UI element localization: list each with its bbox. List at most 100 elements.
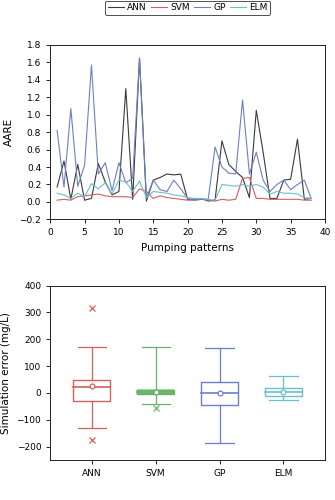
ELM — [254, 182, 258, 188]
GP — [82, 162, 86, 168]
ELM — [110, 191, 114, 197]
SVM — [227, 197, 231, 203]
ELM — [282, 190, 286, 196]
ELM — [192, 196, 196, 202]
ELM — [151, 188, 155, 194]
GP — [138, 55, 142, 61]
GP — [165, 188, 169, 194]
GP — [295, 182, 299, 188]
GP — [69, 106, 73, 112]
SVM — [103, 193, 107, 199]
GP — [103, 160, 107, 166]
ELM — [124, 179, 128, 185]
ELM — [89, 180, 93, 186]
ANN — [213, 197, 217, 203]
GP — [199, 196, 203, 202]
ANN — [117, 188, 121, 194]
GP — [234, 171, 238, 177]
GP — [309, 196, 313, 202]
GP — [186, 196, 190, 202]
ANN — [76, 162, 80, 168]
GP — [275, 182, 279, 188]
ELM — [206, 196, 210, 202]
ANN — [62, 158, 66, 164]
ELM — [309, 196, 313, 202]
ANN — [89, 196, 93, 202]
ANN — [96, 160, 100, 166]
GP — [282, 177, 286, 183]
ANN — [151, 177, 155, 183]
SVM — [192, 197, 196, 203]
SVM — [165, 194, 169, 200]
SVM — [172, 196, 176, 202]
SVM — [295, 196, 299, 202]
ANN — [261, 149, 265, 155]
SVM — [241, 176, 245, 182]
SVM — [138, 186, 142, 192]
SVM — [131, 194, 135, 200]
ANN — [275, 196, 279, 202]
ELM — [131, 188, 135, 194]
ANN — [206, 198, 210, 204]
Line: ELM: ELM — [57, 180, 311, 200]
ANN — [199, 196, 203, 202]
GP — [55, 128, 59, 134]
ANN — [103, 179, 107, 185]
SVM — [69, 197, 73, 203]
SVM — [199, 196, 203, 202]
GP — [172, 177, 176, 183]
SVM — [151, 196, 155, 202]
SVM — [117, 194, 121, 200]
SVM — [254, 196, 258, 202]
ELM — [62, 192, 66, 198]
ELM — [76, 190, 80, 196]
SVM — [76, 194, 80, 200]
SVM — [82, 193, 86, 199]
ANN — [268, 196, 272, 202]
ELM — [275, 188, 279, 194]
SVM — [247, 174, 251, 180]
ELM — [268, 191, 272, 197]
ANN — [82, 197, 86, 203]
SVM — [282, 196, 286, 202]
GP — [76, 183, 80, 189]
SVM — [206, 197, 210, 203]
ANN — [172, 172, 176, 178]
ELM — [213, 197, 217, 203]
ANN — [220, 138, 224, 144]
ANN — [295, 136, 299, 142]
ANN — [124, 86, 128, 91]
GP — [158, 186, 162, 192]
ELM — [247, 183, 251, 189]
GP — [124, 180, 128, 186]
ELM — [69, 196, 73, 202]
GP — [192, 197, 196, 203]
Legend: ANN, SVM, GP, ELM: ANN, SVM, GP, ELM — [105, 0, 270, 15]
ELM — [179, 193, 183, 199]
SVM — [144, 188, 148, 194]
SVM — [220, 196, 224, 202]
ELM — [234, 183, 238, 189]
SVM — [261, 196, 265, 202]
SVM — [96, 191, 100, 197]
SVM — [110, 194, 114, 200]
ELM — [138, 178, 142, 184]
ELM — [186, 194, 190, 200]
GP — [117, 160, 121, 166]
ANN — [158, 174, 162, 180]
ANN — [241, 174, 245, 180]
ANN — [55, 184, 59, 190]
GP — [213, 144, 217, 150]
Line: GP: GP — [57, 58, 311, 200]
ELM — [241, 182, 245, 188]
GP — [220, 164, 224, 170]
ELM — [220, 182, 224, 188]
SVM — [213, 198, 217, 204]
ANN — [227, 162, 231, 168]
ANN — [144, 198, 148, 204]
SVM — [179, 196, 183, 202]
Y-axis label: AARE: AARE — [4, 118, 14, 146]
SVM — [309, 197, 313, 203]
GP — [247, 171, 251, 177]
SVM — [124, 194, 128, 200]
